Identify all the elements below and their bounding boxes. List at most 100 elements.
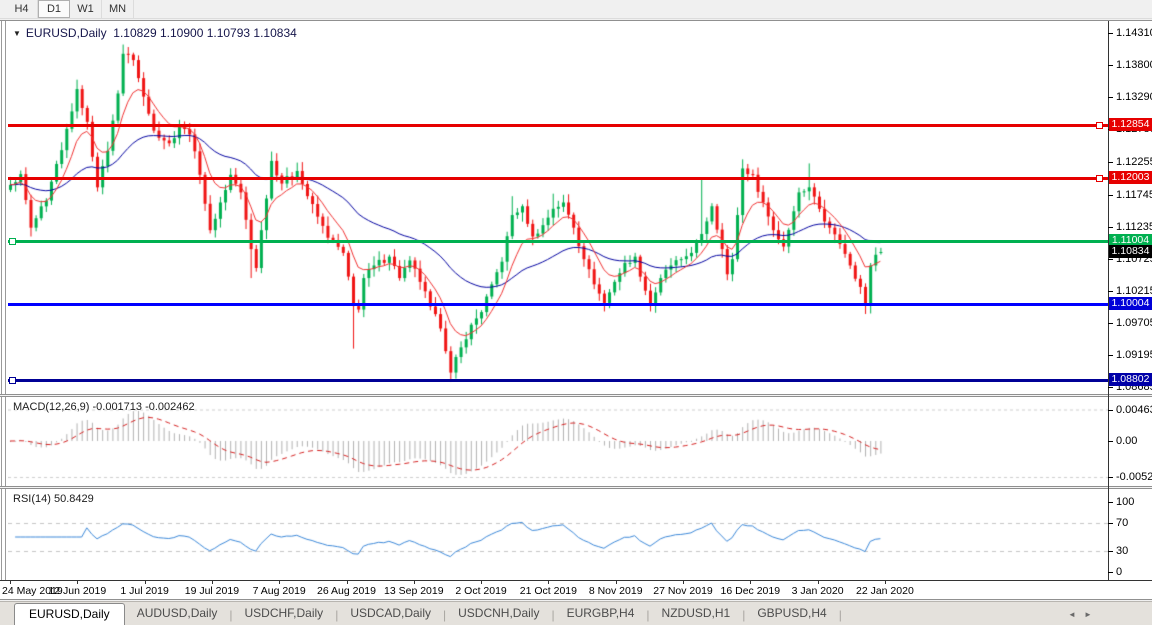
date-label: 13 Sep 2019 (384, 585, 444, 597)
date-label: 16 Dec 2019 (720, 585, 781, 597)
date-label: 2 Oct 2019 (455, 585, 507, 597)
macd-label: MACD(12,26,9) -0.001713 -0.002462 (13, 401, 195, 413)
price-tag-1-12854: 1.12854 (1109, 117, 1152, 131)
date-tick-mark (211, 581, 213, 584)
line-handle-icon[interactable] (1096, 121, 1103, 129)
price-tick-mark (1108, 226, 1113, 228)
rsi-tick-label: 0 (1116, 566, 1123, 578)
line-handle-icon[interactable] (9, 377, 16, 384)
current-price-tag: 1.10834 (1109, 244, 1152, 258)
tab-eurusd-daily[interactable]: EURUSD,Daily (14, 603, 125, 625)
chart-dropdown-icon[interactable]: ▼ (13, 29, 21, 38)
rsi-tick-mark (1108, 572, 1113, 573)
tab-separator: | (229, 608, 233, 622)
rsi-label: RSI(14) 50.8429 (13, 493, 94, 505)
price-tick-label: 1.12255 (1116, 156, 1152, 169)
tab-usdcnh-daily[interactable]: USDCNH,Daily (458, 606, 540, 620)
date-tick-mark (77, 581, 79, 584)
price-tick-label: 1.09705 (1116, 317, 1152, 330)
timeframe-button-d1[interactable]: D1 (38, 0, 70, 18)
macd-panel-canvas[interactable] (8, 397, 1108, 486)
date-tick-mark (615, 581, 617, 584)
splitter-main-macd[interactable] (0, 394, 1152, 397)
splitter-macd-rsi[interactable] (0, 486, 1152, 489)
price-tick-mark (1108, 290, 1113, 292)
date-label: 26 Aug 2019 (317, 585, 376, 597)
date-label: 3 Jan 2020 (791, 585, 844, 597)
price-tick-mark (1108, 162, 1113, 164)
rsi-panel-canvas[interactable] (8, 489, 1108, 580)
date-tick-mark (10, 581, 11, 584)
line-handle-icon[interactable] (1096, 175, 1103, 183)
hline-1-12003[interactable] (8, 177, 1108, 181)
rsi-current-value: 50.8429 (53, 493, 94, 505)
tab-separator: | (742, 608, 746, 622)
tab-nzdusd-h1[interactable]: NZDUSD,H1 (661, 606, 731, 620)
tab-separator: | (335, 608, 339, 622)
rsi-tick-mark (1108, 551, 1113, 552)
macd-tick-mark (1108, 409, 1113, 411)
timeframe-button-w1[interactable]: W1 (70, 0, 102, 18)
price-tick-label: 1.10215 (1116, 284, 1152, 297)
date-label: 8 Nov 2019 (588, 585, 643, 597)
date-tick-mark (279, 581, 281, 584)
timeframe-button-h4[interactable]: H4 (6, 0, 38, 18)
date-tick-mark (548, 581, 550, 584)
rsi-name: RSI(14) (13, 493, 51, 505)
price-tick-label: 1.11745 (1116, 188, 1152, 201)
tab-audusd-daily[interactable]: AUDUSD,Daily (136, 606, 218, 620)
price-tag-1-10004: 1.10004 (1109, 297, 1152, 311)
hline-1-11004[interactable] (8, 240, 1108, 244)
date-label: 12 Jun 2019 (48, 585, 107, 597)
tab-separator: | (443, 608, 447, 622)
main-chart-canvas[interactable] (8, 21, 1108, 394)
tab-eurgbp-h4[interactable]: EURGBP,H4 (566, 606, 635, 620)
price-tick-label: 1.13290 (1116, 91, 1152, 104)
tab-usdchf-daily[interactable]: USDCHF,Daily (244, 606, 324, 620)
date-tick-mark (884, 581, 886, 584)
date-axis[interactable]: 24 May 2019 12 Jun 2019 1 Jul 2019 19 Jul 2… (0, 581, 1152, 599)
tab-usdcad-daily[interactable]: USDCAD,Daily (350, 606, 431, 620)
chart-ohlc-values: 1.10829 1.10900 1.10793 1.10834 (113, 26, 297, 40)
macd-tick-label: 0.00 (1116, 435, 1138, 447)
price-axis-line (1108, 21, 1109, 580)
timeframe-button-mn[interactable]: MN (102, 0, 134, 18)
tab-separator: | (646, 608, 650, 622)
rsi-tick-label: 100 (1116, 496, 1135, 508)
hline-1-12854[interactable] (8, 123, 1108, 127)
hline-1-08802[interactable] (8, 379, 1108, 382)
macd-tick-label: -0.00529 (1116, 470, 1152, 483)
macd-tick-label: 0.00463 (1116, 403, 1152, 416)
tabs-scroll-left-icon[interactable]: ◄ (1068, 610, 1076, 619)
date-label: 19 Jul 2019 (184, 585, 240, 597)
date-tick-mark (413, 581, 415, 584)
line-handle-icon[interactable] (9, 238, 16, 246)
tabs-scroll-right-icon[interactable]: ► (1084, 610, 1092, 619)
price-tick-mark (1108, 97, 1113, 99)
time-axis-line (0, 580, 1152, 581)
price-tick-label: 1.09195 (1116, 349, 1152, 362)
price-tick-label: 1.14310 (1116, 27, 1152, 39)
date-label: 21 Oct 2019 (519, 585, 577, 597)
date-tick-mark (481, 581, 483, 584)
date-label: 7 Aug 2019 (252, 585, 306, 597)
price-tag-1-12003: 1.12003 (1109, 171, 1152, 185)
hline-1-10004[interactable] (8, 303, 1108, 307)
price-tick-mark (1108, 258, 1113, 260)
tab-bar: EURUSD,Daily AUDUSD,Daily | USDCHF,Daily | US… (0, 601, 1152, 625)
timeframe-toolbar: H4 D1 W1 MN (0, 0, 1152, 19)
tab-separator: | (838, 608, 842, 622)
date-label: 27 Nov 2019 (653, 585, 713, 597)
chart-symbol-label: EURUSD,Daily (25, 26, 107, 40)
date-tick-mark (346, 581, 348, 584)
date-tick-mark (750, 581, 752, 584)
window-frame-left-inner (5, 21, 6, 599)
date-tick-mark (683, 581, 684, 584)
date-label: 1 Jul 2019 (120, 585, 169, 597)
rsi-tick-mark (1108, 502, 1113, 503)
date-tick-mark (144, 581, 146, 584)
date-label: 22 Jan 2020 (855, 585, 914, 597)
price-tick-mark (1108, 194, 1113, 196)
tab-gbpusd-h4[interactable]: GBPUSD,H4 (757, 606, 827, 620)
price-tick-mark (1108, 355, 1113, 357)
